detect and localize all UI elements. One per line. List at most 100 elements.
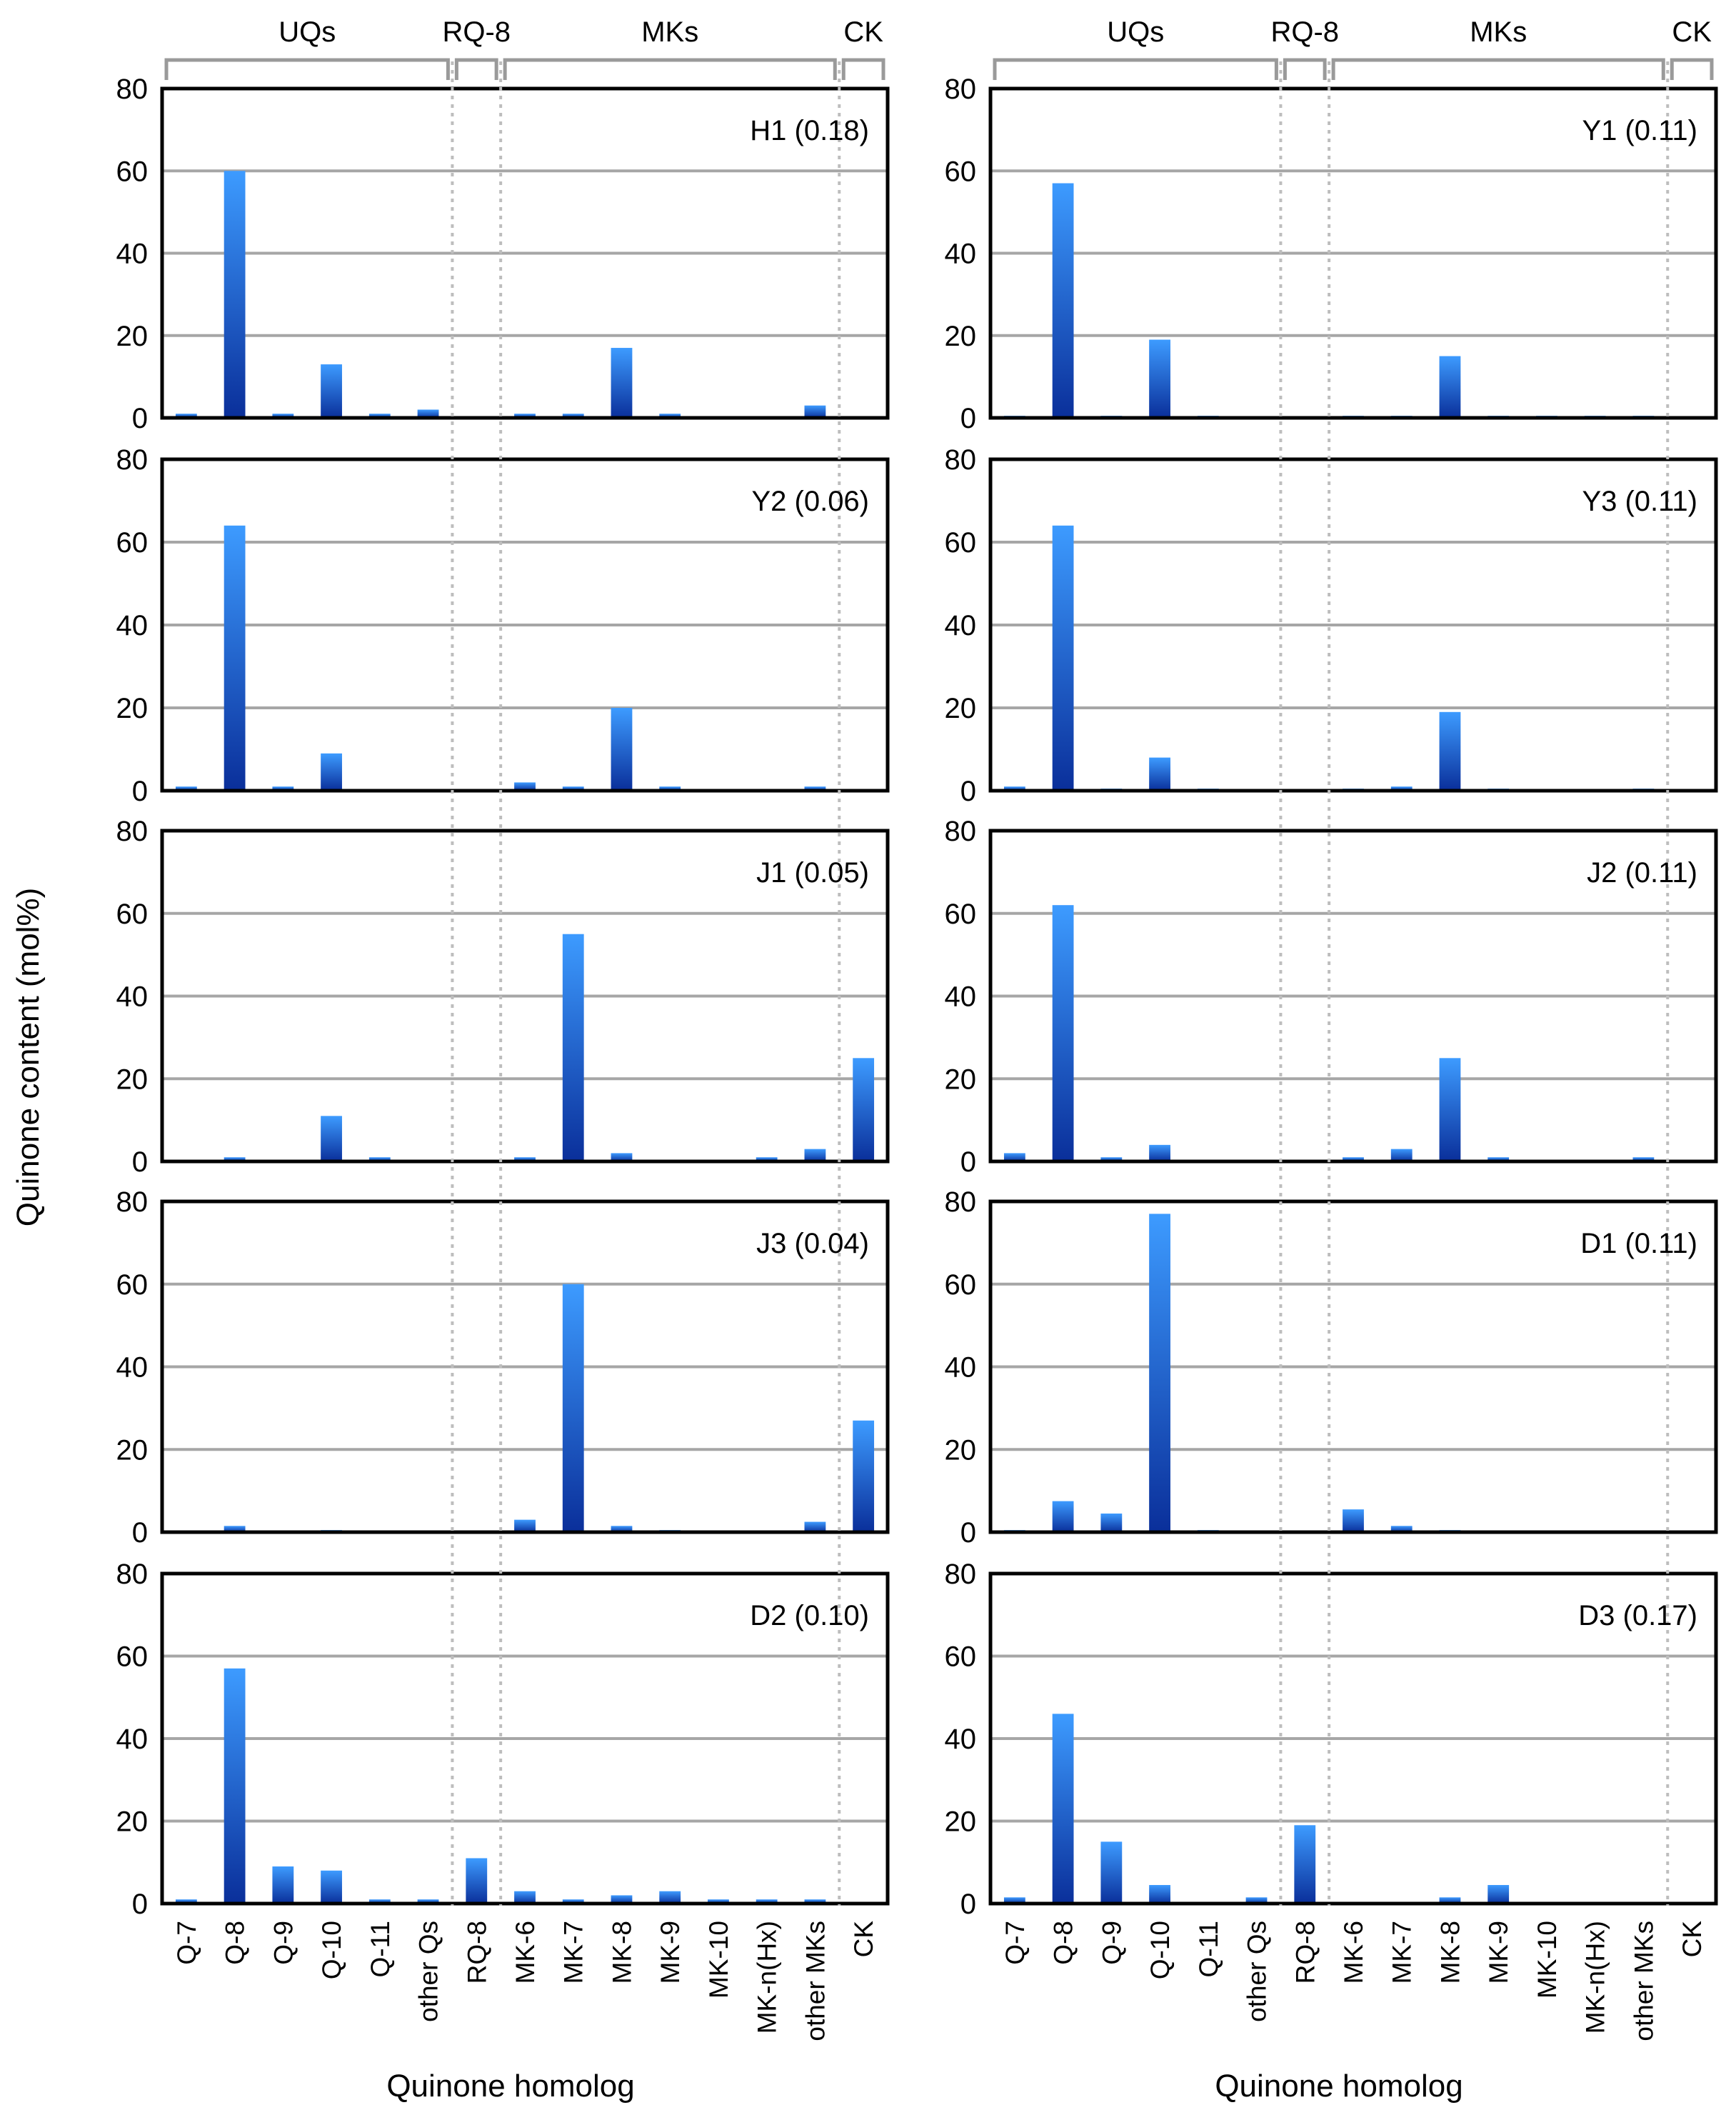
bar-q-9 <box>272 1866 294 1904</box>
bar-mk-9 <box>659 786 681 791</box>
group-bracket <box>841 58 885 80</box>
bar-mk-7 <box>562 414 584 418</box>
bar-q-8 <box>224 171 246 418</box>
y-tick-label: 20 <box>116 693 149 724</box>
bar-q-9 <box>1100 1157 1123 1161</box>
y-tick-label: 80 <box>945 1186 977 1218</box>
panel-title: D2 (0.10) <box>750 1600 869 1631</box>
bar-mk-9 <box>1487 1885 1510 1904</box>
bar-q-8 <box>1052 525 1074 791</box>
bar-q-10 <box>1149 1214 1170 1532</box>
y-tick-label: 60 <box>945 1641 977 1673</box>
y-tick-label: 40 <box>945 239 977 270</box>
bar-q-10 <box>321 753 342 791</box>
y-tick-label: 40 <box>116 239 149 270</box>
bar-mk-10 <box>708 1899 729 1904</box>
bar-mk-6 <box>514 1891 536 1904</box>
y-tick-label: 60 <box>945 899 977 930</box>
y-tick-label: 20 <box>116 1806 149 1838</box>
y-tick-label: 20 <box>116 321 149 352</box>
panel-title: Y3 (0.11) <box>1582 486 1697 517</box>
bar-q-8 <box>1052 1714 1074 1904</box>
bar-mk-8 <box>1439 356 1461 418</box>
bar-mk-7 <box>562 786 584 791</box>
y-tick-label: 80 <box>945 1559 977 1590</box>
y-tick-label: 20 <box>116 1064 149 1095</box>
x-axis-label-left: Quinone homolog <box>386 2069 634 2104</box>
bar-q-10 <box>321 364 342 418</box>
group-bracket <box>164 58 450 80</box>
bar-q-11 <box>368 414 391 418</box>
plot-frame <box>988 457 1718 793</box>
bar-q-10 <box>1149 1144 1170 1161</box>
y-tick-label: 20 <box>945 1064 977 1095</box>
panel-title: D3 (0.17) <box>1578 1600 1697 1631</box>
bar-mk-8 <box>1439 1058 1461 1161</box>
panel-title: J2 (0.11) <box>1587 857 1697 889</box>
y-tick-label: 60 <box>116 1269 149 1301</box>
y-tick-label: 20 <box>945 1434 977 1466</box>
bar-other-qs <box>1245 1897 1268 1904</box>
y-tick-label: 40 <box>116 1724 149 1755</box>
bar-mk-8 <box>611 708 633 791</box>
x-tick-label: other Qs <box>414 1921 443 2022</box>
x-axis-label-right: Quinone homolog <box>1215 2069 1462 2104</box>
bar-q-9 <box>272 414 294 418</box>
bar-mk-6 <box>514 782 536 791</box>
group-label: UQs <box>279 16 336 48</box>
y-tick-label: 40 <box>945 1724 977 1755</box>
x-tick-label: Q-8 <box>221 1921 250 1965</box>
y-tick-label: 80 <box>116 1186 149 1218</box>
y-tick-label: 80 <box>116 816 149 847</box>
bar-other-mks <box>804 1899 826 1904</box>
bar-q-10 <box>321 1870 342 1904</box>
bar-ck <box>853 1058 875 1161</box>
bar-mk-6 <box>1343 1157 1364 1161</box>
plot-frame <box>160 1199 890 1534</box>
bar-mk-8 <box>611 1895 633 1904</box>
y-tick-label: 20 <box>945 693 977 724</box>
bar-mk-9 <box>659 1891 681 1904</box>
x-tick-label: other MKs <box>1629 1921 1658 2041</box>
panel-title: J1 (0.05) <box>756 857 869 889</box>
bar-mk-9 <box>1487 1157 1510 1161</box>
group-bracket <box>1331 58 1665 80</box>
panel-title: Y1 (0.11) <box>1582 115 1697 146</box>
bar-other-mks <box>1632 1157 1655 1161</box>
y-tick-label: 60 <box>116 1641 149 1673</box>
x-tick-label: MK-n(Hx) <box>753 1921 782 2034</box>
x-tick-label: MK-6 <box>1339 1921 1368 1984</box>
group-bracket <box>1283 58 1327 80</box>
group-label: CK <box>843 16 883 48</box>
bar-mk-6 <box>514 1157 536 1161</box>
group-label: RQ-8 <box>442 16 511 48</box>
y-tick-label: 60 <box>116 156 149 187</box>
plot-frame <box>160 457 890 793</box>
bar-mk-n-hx- <box>756 1899 778 1904</box>
group-bracket <box>1670 58 1714 80</box>
y-tick-label: 60 <box>116 527 149 559</box>
bar-q-8 <box>1052 183 1074 418</box>
panel-title: J3 (0.04) <box>756 1228 869 1259</box>
bar-mk-8 <box>1439 1897 1461 1904</box>
x-tick-label: CK <box>849 1921 878 1958</box>
y-tick-label: 80 <box>116 444 149 476</box>
bar-other-mks <box>804 405 826 418</box>
x-tick-label: MK-7 <box>1388 1921 1417 1984</box>
bar-q-8 <box>224 1668 246 1904</box>
x-tick-label: other Qs <box>1243 1921 1272 2022</box>
bar-q-7 <box>175 786 197 791</box>
plot-frame <box>988 1199 1718 1534</box>
plot-frame <box>988 86 1718 420</box>
group-bracket <box>503 58 837 80</box>
x-tick-label: Q-10 <box>1145 1921 1175 1979</box>
y-tick-label: 40 <box>116 981 149 1013</box>
x-tick-label: Q-9 <box>1097 1921 1126 1965</box>
bar-q-7 <box>175 414 197 418</box>
bar-mk-6 <box>1343 1509 1364 1532</box>
bar-q-8 <box>1052 905 1074 1161</box>
bar-q-7 <box>1003 1897 1025 1904</box>
group-label: UQs <box>1107 16 1164 48</box>
bar-mk-8 <box>1439 711 1461 791</box>
